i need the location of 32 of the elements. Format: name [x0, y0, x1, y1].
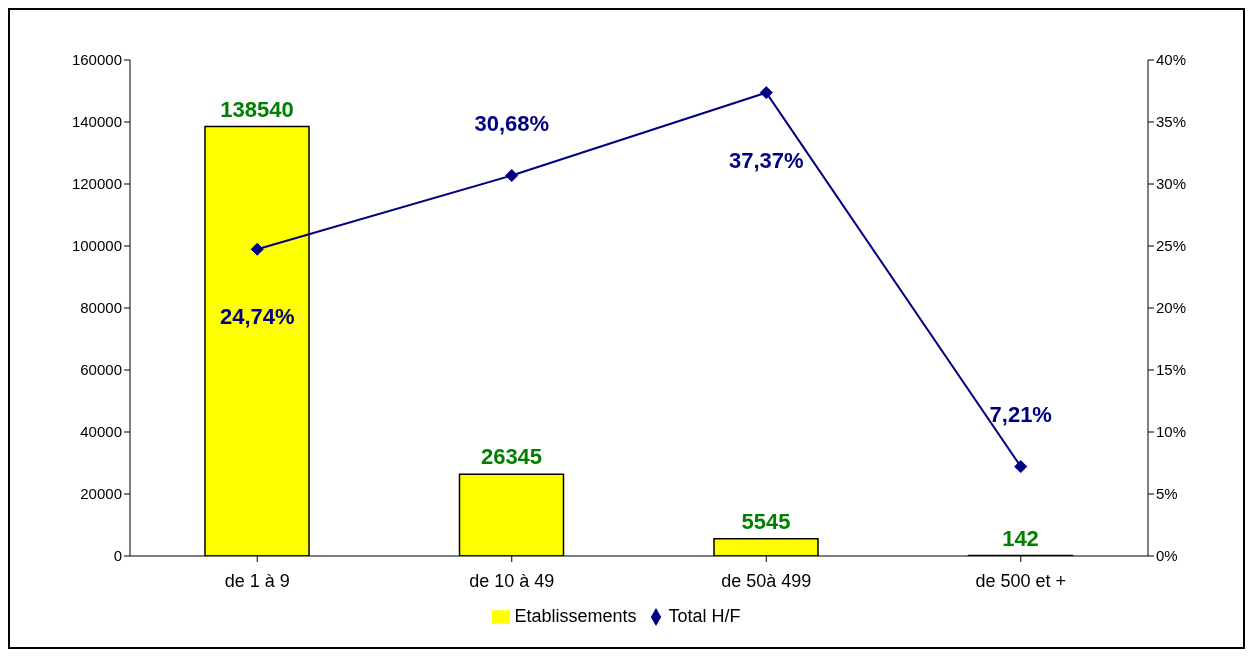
y2-tick-label: 40%: [1156, 51, 1187, 69]
data-label: 138540: [220, 96, 294, 122]
data-label: 142: [1002, 525, 1039, 551]
legend-label: Total H/F: [668, 606, 741, 626]
data-label: 5545: [741, 508, 791, 534]
x-tick-label: de 50à 499: [721, 570, 812, 591]
y2-tick-label: 30%: [1156, 175, 1187, 193]
data-label: 37,37%: [728, 147, 804, 173]
y-tick-label: 140000: [71, 113, 122, 131]
y2-tick-label: 25%: [1156, 237, 1187, 255]
y-tick-label: 80000: [80, 299, 122, 317]
y-tick-label: 0: [113, 547, 122, 565]
y-tick-label: 120000: [71, 175, 122, 193]
x-tick-label: de 500 et +: [975, 570, 1067, 591]
y-tick-label: 20000: [80, 485, 122, 503]
y2-tick-label: 15%: [1156, 361, 1187, 379]
y2-tick-label: 5%: [1156, 485, 1178, 503]
y2-tick-label: 35%: [1156, 113, 1187, 131]
legend-label: Etablissements: [514, 606, 637, 626]
y2-tick-label: 0%: [1156, 547, 1178, 565]
x-tick-label: de 1 à 9: [224, 570, 290, 591]
data-label: 26345: [480, 444, 543, 470]
y-tick-label: 60000: [80, 361, 122, 379]
y2-tick-label: 20%: [1156, 299, 1187, 317]
y-tick-label: 100000: [71, 237, 122, 255]
y2-tick-label: 10%: [1156, 423, 1187, 441]
data-label: 7,21%: [989, 401, 1052, 427]
data-label: 30,68%: [474, 110, 550, 136]
y-tick-label: 160000: [71, 51, 122, 69]
x-tick-label: de 10 à 49: [469, 570, 555, 591]
y-tick-label: 40000: [80, 423, 122, 441]
data-label: 24,74%: [219, 304, 295, 330]
